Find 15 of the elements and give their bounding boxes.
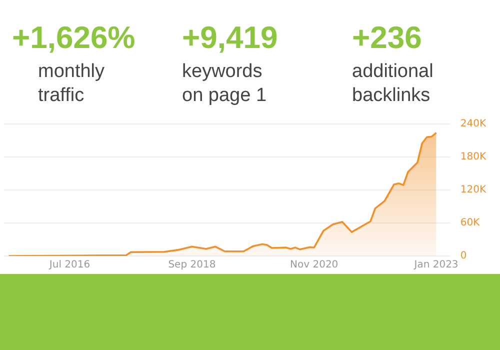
x-tick-label: Sep 2018 [168, 260, 216, 271]
y-tick-label: 240K [460, 118, 486, 130]
text: +9,419 [182, 20, 279, 56]
text: monthly traffic [37, 60, 106, 108]
text: additional backlinks [352, 60, 434, 108]
text: +1,626% [12, 20, 136, 56]
x-tick-label: Jul 2016 [48, 260, 90, 271]
y-tick-label: 180K [460, 152, 486, 163]
y-tick-label: 0 [460, 250, 467, 262]
text: keywords on page 1 [182, 60, 268, 108]
y-tick-label: 60K [460, 218, 480, 229]
text: +236 [352, 20, 423, 56]
x-tick-label: Nov 2020 [290, 260, 338, 271]
x-tick-label: Jan 2023 [413, 260, 458, 271]
y-tick-label: 120K [460, 184, 486, 196]
